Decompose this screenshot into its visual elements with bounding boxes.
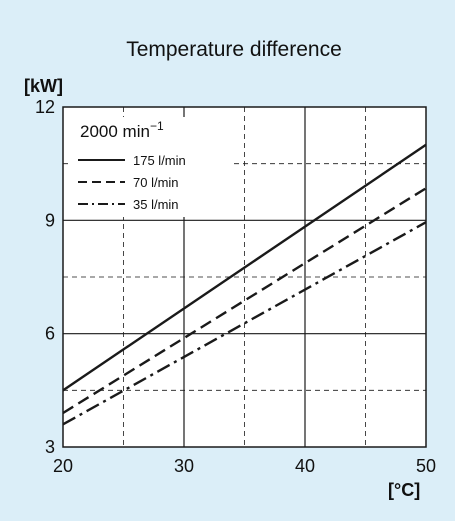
legend-title-superscript: −1: [150, 119, 164, 133]
y-tick-label: 9: [45, 210, 55, 230]
y-tick-label: 6: [45, 324, 55, 344]
series-layer: [62, 143, 427, 426]
tick-labels: 20 30 40 50 3 6 9 12: [35, 97, 436, 476]
y-tick-label: 12: [35, 97, 55, 117]
series-line-1: [62, 143, 427, 392]
chart-title: Temperature difference: [126, 38, 342, 61]
legend-items: 175 l/min 70 l/min 35 l/min: [78, 153, 186, 212]
legend-label-3: 35 l/min: [133, 197, 179, 212]
x-tick-label: 20: [53, 456, 73, 476]
legend-title: 2000 min−1: [80, 119, 164, 141]
legend-label-2: 70 l/min: [133, 175, 179, 190]
x-tick-label: 30: [174, 456, 194, 476]
y-tick-label: 3: [45, 437, 55, 457]
legend: 2000 min−1 175 l/min 70 l/min 35 l/min: [70, 117, 230, 217]
x-tick-label: 40: [295, 456, 315, 476]
legend-title-main: 2000 min: [80, 122, 150, 141]
x-axis-label: [°C]: [388, 480, 420, 500]
plot-frame: [62, 106, 427, 448]
x-tick-label: 50: [416, 456, 436, 476]
y-axis-label: [kW]: [24, 76, 63, 96]
legend-background: [70, 117, 230, 217]
legend-label-1: 175 l/min: [133, 153, 186, 168]
